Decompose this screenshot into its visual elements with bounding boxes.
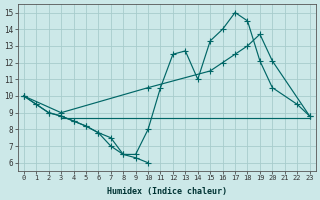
X-axis label: Humidex (Indice chaleur): Humidex (Indice chaleur) (107, 187, 227, 196)
